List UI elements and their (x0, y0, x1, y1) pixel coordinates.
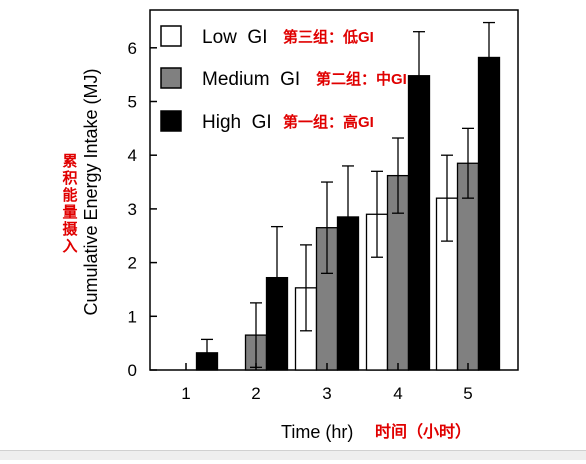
y-tick-label: 4 (128, 146, 137, 165)
y-axis-title: Cumulative Energy Intake (MJ) (81, 68, 101, 315)
legend-swatch (160, 67, 182, 89)
legend-annotation: 第二组：中GI (316, 70, 407, 88)
y-tick-label: 6 (128, 39, 137, 58)
legend-swatch (160, 110, 182, 132)
y-annotation-char: 量 (62, 204, 77, 221)
x-axis-title: Time (hr) (281, 422, 353, 442)
legend: Low GI 第三组：低GI Medium GI 第二组：中GI High GI 第一组：… (160, 25, 407, 133)
bar (407, 75, 431, 371)
legend-annotation: 第一组：高GI (283, 113, 374, 131)
x-axis-title-annotation: 时间（小时） (375, 422, 471, 441)
bar (265, 276, 289, 371)
legend-annotation: 第三组：低GI (283, 28, 374, 46)
bars-layer (195, 21, 501, 371)
x-tick-label: 1 (181, 384, 190, 403)
y-annotation-char: 积 (62, 169, 77, 187)
legend-label: Medium GI (202, 69, 300, 90)
y-tick-label: 2 (128, 254, 137, 273)
bottom-scroll-strip (0, 450, 586, 460)
legend-label: Low GI (202, 27, 267, 48)
y-tick-label: 0 (128, 361, 137, 380)
bar (477, 56, 501, 371)
legend-label: High GI (202, 112, 272, 133)
y-annotation-char: 能 (62, 186, 77, 204)
legend-swatch (160, 25, 182, 47)
x-tick-label: 4 (393, 384, 402, 403)
y-annotation-char: 入 (62, 238, 77, 255)
y-tick-label: 1 (128, 307, 137, 326)
bar (195, 352, 219, 371)
axes-layer: 0 1 2 3 4 5 6 1 2 3 4 5 (128, 39, 473, 403)
y-tick-label: 3 (128, 200, 137, 219)
x-tick-label: 5 (463, 384, 472, 403)
x-tick-label: 3 (322, 384, 331, 403)
y-annotation-char: 摄 (62, 220, 78, 238)
y-annotation-char: 累 (62, 153, 77, 170)
bar (336, 216, 360, 371)
x-tick-label: 2 (251, 384, 260, 403)
y-tick-label: 5 (128, 93, 137, 112)
